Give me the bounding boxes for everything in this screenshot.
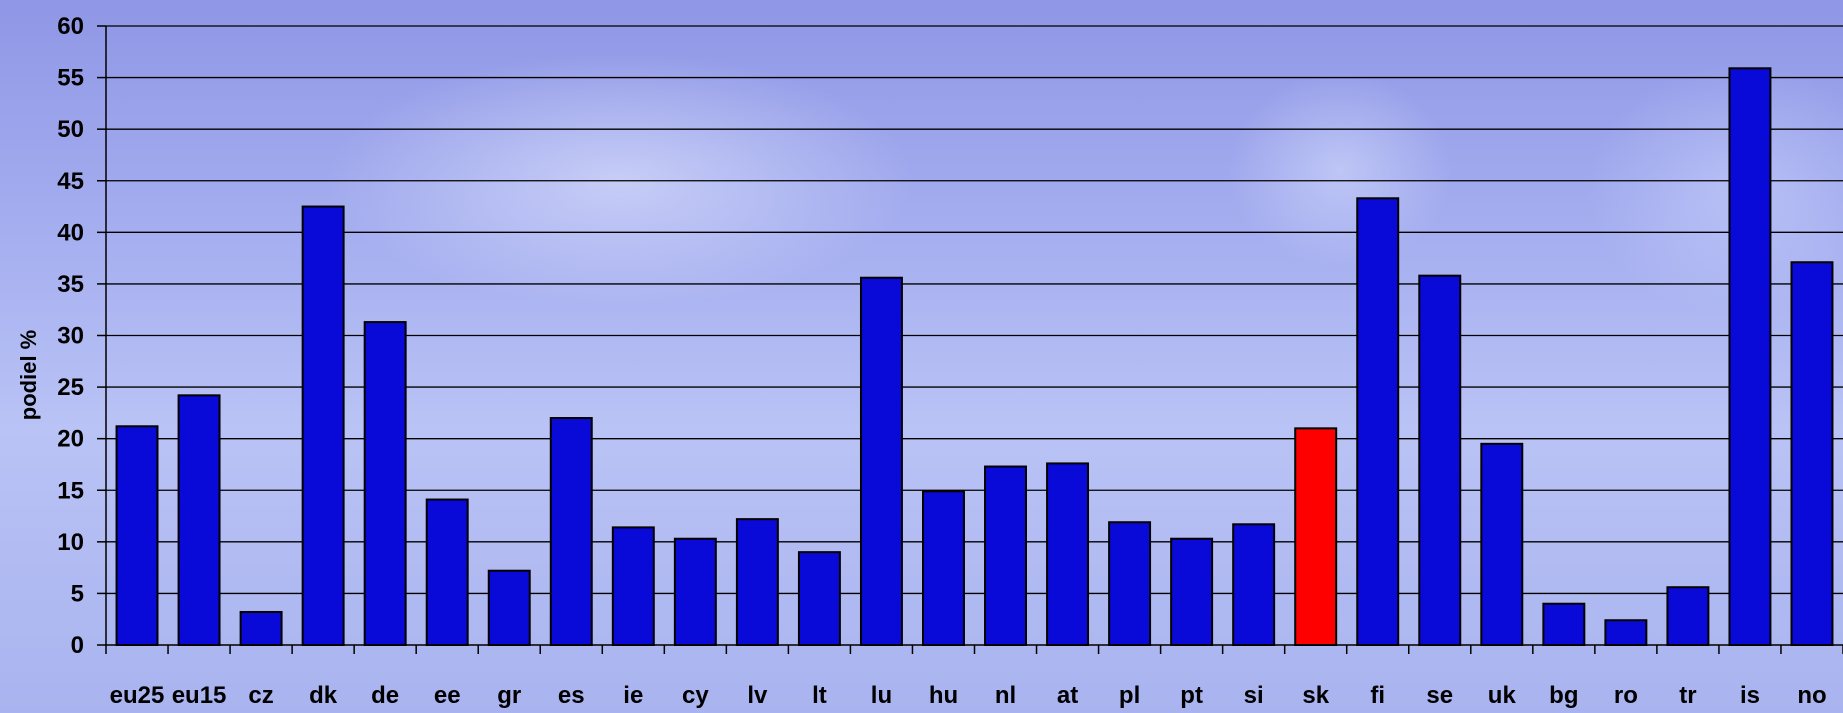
x-tick-label: bg <box>1549 682 1578 709</box>
x-tick-label: es <box>558 682 585 709</box>
bar-gr <box>487 569 531 646</box>
bar-cz <box>239 610 283 647</box>
x-tick-label: lu <box>871 682 892 709</box>
bar-hu <box>922 490 965 647</box>
bar-de <box>363 321 407 646</box>
bar-eu15 <box>177 394 221 646</box>
y-tick-label: 60 <box>57 13 84 40</box>
y-tick-label: 20 <box>57 426 84 453</box>
x-tick-label: ee <box>434 682 461 709</box>
x-tick-label: de <box>371 682 399 709</box>
x-tick-label: no <box>1797 682 1826 709</box>
bar-pt <box>1170 537 1214 647</box>
y-tick-label: 35 <box>57 271 84 298</box>
y-tick-label: 55 <box>57 65 84 92</box>
bar-uk <box>1480 442 1524 647</box>
x-tick-label: tr <box>1679 682 1696 709</box>
bars <box>115 67 1834 647</box>
bar-no <box>1790 261 1834 646</box>
x-tick-label: fi <box>1370 682 1385 709</box>
x-tick-label: gr <box>497 682 521 709</box>
x-tick-label: ro <box>1614 682 1638 709</box>
bar-lu <box>859 276 903 646</box>
bar-lv <box>735 518 779 646</box>
x-tick-label: lv <box>747 682 768 709</box>
bar-at <box>1046 462 1090 646</box>
x-tick-label: pt <box>1180 682 1203 709</box>
y-tick-label: 15 <box>57 477 84 504</box>
bar-lt <box>797 551 841 647</box>
x-tick-label: cz <box>248 682 273 709</box>
x-tick-label: si <box>1244 682 1264 709</box>
bar-sk <box>1294 427 1338 646</box>
bar-se <box>1418 274 1462 646</box>
axes <box>97 25 1843 654</box>
x-tick-label: eu15 <box>172 682 227 709</box>
bar-cy <box>673 537 717 647</box>
x-tick-label: dk <box>309 682 338 709</box>
y-tick-label: 50 <box>57 116 84 143</box>
y-tick-label: 40 <box>57 219 84 246</box>
y-axis-label: podiel % <box>16 330 41 420</box>
bar-bg <box>1542 602 1586 647</box>
bar-ie <box>611 526 655 647</box>
y-tick-label: 5 <box>71 580 84 607</box>
bar-eu25 <box>115 425 159 646</box>
bar-is <box>1728 67 1772 646</box>
bar-es <box>549 417 593 646</box>
x-tick-label: is <box>1740 682 1760 709</box>
y-tick-label: 10 <box>57 529 84 556</box>
bar-fi <box>1356 197 1400 646</box>
bar-nl <box>984 465 1027 646</box>
y-tick-label: 0 <box>71 632 84 659</box>
x-tick-label: cy <box>682 682 709 709</box>
bar-dk <box>301 205 345 647</box>
x-tick-label: eu25 <box>110 682 165 709</box>
y-tick-labels: 0 5 10 15 20 25 30 35 40 45 50 55 60 <box>57 13 84 659</box>
bar-tr <box>1666 586 1710 647</box>
bar-si <box>1232 523 1276 646</box>
y-tick-label: 25 <box>57 374 84 401</box>
x-tick-labels: eu25 eu15 cz dk de ee gr es ie cy lv lt lu hu nl at pl pt… <box>110 682 1827 709</box>
bar-ro <box>1604 619 1648 646</box>
x-tick-label: pl <box>1119 682 1140 709</box>
x-tick-label: ie <box>623 682 643 709</box>
x-tick-label: hu <box>929 682 958 709</box>
x-tick-label: se <box>1426 682 1453 709</box>
bar-pl <box>1108 521 1152 647</box>
x-tick-label: sk <box>1302 682 1329 709</box>
y-tick-label: 45 <box>57 168 84 195</box>
x-tick-label: nl <box>995 682 1016 709</box>
x-tick-label: lt <box>812 682 827 709</box>
x-tick-label: uk <box>1488 682 1517 709</box>
bar-ee <box>425 498 469 646</box>
y-tick-label: 30 <box>57 323 84 350</box>
x-tick-label: at <box>1057 682 1078 709</box>
